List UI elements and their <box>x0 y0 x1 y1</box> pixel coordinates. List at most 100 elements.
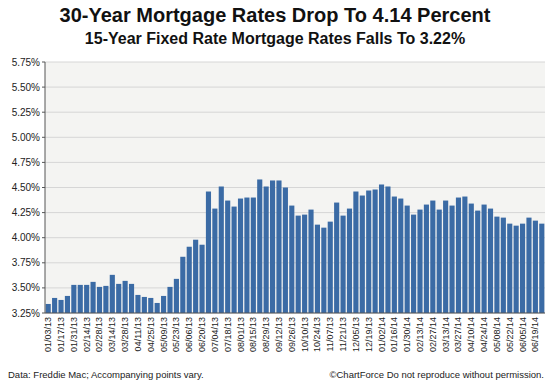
bar <box>360 196 365 313</box>
bar <box>449 206 454 313</box>
x-tick-label: 07/18/13 <box>223 317 233 352</box>
y-tick-label: 4.00% <box>12 232 40 243</box>
plot-background <box>45 62 545 313</box>
bar <box>385 186 390 313</box>
background <box>0 0 550 385</box>
x-tick-label: 09/26/13 <box>287 317 297 352</box>
bar <box>110 275 115 313</box>
bar <box>341 216 346 313</box>
bar <box>148 298 153 313</box>
bar <box>46 304 51 313</box>
bar <box>392 197 397 313</box>
x-tick-label: 01/17/13 <box>56 317 66 352</box>
x-tick-label: 11/07/13 <box>325 317 335 351</box>
bar <box>469 204 474 313</box>
bar <box>264 186 269 313</box>
x-tick-label: 04/10/14 <box>466 317 476 352</box>
x-tick-label: 03/14/13 <box>107 317 117 352</box>
bar <box>225 201 230 313</box>
bar <box>398 199 403 313</box>
y-tick-label: 5.50% <box>12 82 40 93</box>
bar <box>78 285 83 313</box>
x-tick-label: 02/13/14 <box>415 317 425 352</box>
bar <box>187 247 192 313</box>
bar <box>507 224 512 313</box>
x-tick-label: 02/27/14 <box>428 317 438 352</box>
bar <box>315 225 320 313</box>
x-tick-label: 03/13/14 <box>441 317 451 352</box>
bar <box>155 303 160 313</box>
x-tick-label: 02/28/13 <box>94 317 104 352</box>
bar <box>539 224 544 313</box>
x-tick-label: 08/29/13 <box>261 317 271 352</box>
copyright-note: ©ChartForce Do not reproduce without per… <box>329 369 544 380</box>
bar <box>52 298 57 313</box>
bar <box>334 203 339 313</box>
x-tick-label: 05/23/13 <box>171 317 181 352</box>
bar <box>302 215 307 313</box>
x-tick-label: 09/12/13 <box>274 317 284 352</box>
bar <box>84 285 89 313</box>
x-tick-label: 01/16/14 <box>389 317 399 352</box>
x-tick-label: 03/28/13 <box>120 317 130 352</box>
bar <box>142 297 147 313</box>
bar <box>488 209 493 313</box>
bar <box>373 190 378 313</box>
bar <box>244 198 249 313</box>
bar <box>193 240 198 313</box>
bar <box>270 180 275 313</box>
x-tick-label: 12/19/13 <box>364 317 374 352</box>
bar <box>520 224 525 313</box>
bar <box>161 296 166 313</box>
grid-line <box>45 62 545 63</box>
x-tick-label: 05/22/14 <box>505 317 515 352</box>
bar <box>180 257 185 313</box>
x-tick-label: 12/05/13 <box>351 317 361 352</box>
y-tick-label: 4.50% <box>12 182 40 193</box>
source-note: Data: Freddie Mac; Accompanying points v… <box>8 369 204 380</box>
bar <box>417 210 422 313</box>
bar <box>116 284 121 313</box>
y-tick-label: 5.75% <box>12 57 40 68</box>
x-tick-label: 02/14/13 <box>82 317 92 352</box>
bar <box>219 186 224 313</box>
bar <box>366 191 371 313</box>
bar <box>405 206 410 313</box>
bar <box>276 180 281 313</box>
chart: 30-Year Mortgage Rates Drop To 4.14 Perc… <box>0 0 550 385</box>
x-tick-label: 01/31/13 <box>69 317 79 352</box>
x-tick-label: 06/20/13 <box>197 317 207 352</box>
bar <box>91 282 96 313</box>
bar <box>514 226 519 313</box>
bar <box>123 281 128 313</box>
x-tick-label: 10/10/13 <box>300 317 310 352</box>
y-tick-label: 4.25% <box>12 207 40 218</box>
bars <box>46 179 545 313</box>
x-axis <box>45 313 545 314</box>
x-tick-label: 05/08/14 <box>492 317 502 352</box>
y-tick-label: 3.50% <box>12 282 40 293</box>
bar <box>321 228 326 313</box>
bar <box>65 296 70 313</box>
x-tick-label: 07/04/13 <box>210 317 220 352</box>
x-tick-label: 08/15/13 <box>248 317 258 352</box>
y-tick-label: 4.75% <box>12 157 40 168</box>
bar <box>424 205 429 313</box>
bar <box>71 285 76 313</box>
bar <box>129 284 134 313</box>
grid-line <box>45 137 545 138</box>
bar <box>174 279 179 313</box>
y-tick-label: 3.75% <box>12 257 40 268</box>
x-tick-label: 10/24/13 <box>312 317 322 352</box>
bar <box>494 217 499 313</box>
bar <box>251 198 256 313</box>
bar <box>206 192 211 313</box>
x-tick-label: 11/21/13 <box>338 317 348 351</box>
grid-line <box>45 87 545 88</box>
x-tick-label: 06/19/14 <box>530 317 540 352</box>
bar <box>103 286 108 313</box>
bar <box>526 218 531 313</box>
x-tick-label: 01/30/14 <box>402 317 412 352</box>
bar <box>437 210 442 313</box>
grid-line <box>45 187 545 188</box>
